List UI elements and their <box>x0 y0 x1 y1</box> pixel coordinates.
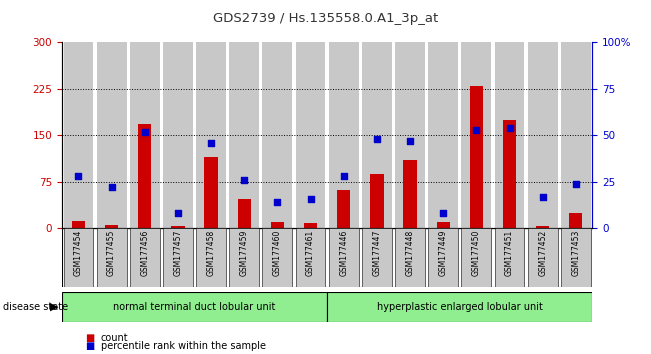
Text: GSM177456: GSM177456 <box>140 230 149 276</box>
Bar <box>105 225 118 228</box>
Point <box>438 211 449 216</box>
FancyBboxPatch shape <box>428 228 458 287</box>
FancyBboxPatch shape <box>163 228 193 287</box>
Bar <box>528 42 558 228</box>
Point <box>272 200 283 205</box>
Text: GSM177447: GSM177447 <box>372 230 381 276</box>
Text: GSM177460: GSM177460 <box>273 230 282 276</box>
Bar <box>495 42 525 228</box>
Text: ■: ■ <box>85 333 94 343</box>
Text: GSM177454: GSM177454 <box>74 230 83 276</box>
FancyBboxPatch shape <box>327 292 592 322</box>
Text: GSM177452: GSM177452 <box>538 230 547 276</box>
Bar <box>72 221 85 228</box>
FancyBboxPatch shape <box>561 228 590 287</box>
Bar <box>229 42 259 228</box>
Bar <box>462 42 492 228</box>
Text: GSM177448: GSM177448 <box>406 230 415 276</box>
Bar <box>171 226 184 228</box>
Text: ▶: ▶ <box>50 302 59 312</box>
Bar <box>329 42 359 228</box>
FancyBboxPatch shape <box>296 228 326 287</box>
Bar <box>271 222 284 228</box>
Bar <box>395 42 425 228</box>
Bar <box>296 42 326 228</box>
FancyBboxPatch shape <box>62 292 327 322</box>
FancyBboxPatch shape <box>329 228 359 287</box>
Point <box>505 125 515 131</box>
FancyBboxPatch shape <box>262 228 292 287</box>
Bar <box>96 42 126 228</box>
FancyBboxPatch shape <box>96 228 126 287</box>
Bar <box>262 42 292 228</box>
Text: GSM177449: GSM177449 <box>439 230 448 276</box>
Text: GSM177458: GSM177458 <box>206 230 215 276</box>
Text: GSM177459: GSM177459 <box>240 230 249 276</box>
Bar <box>362 42 392 228</box>
Point <box>73 173 83 179</box>
Bar <box>428 42 458 228</box>
Text: GSM177457: GSM177457 <box>173 230 182 276</box>
Bar <box>561 42 590 228</box>
Bar <box>337 190 350 228</box>
Bar <box>64 42 93 228</box>
Text: ■: ■ <box>85 341 94 351</box>
Bar <box>470 86 483 228</box>
Bar <box>304 223 317 228</box>
Point <box>471 127 482 133</box>
FancyBboxPatch shape <box>395 228 425 287</box>
FancyBboxPatch shape <box>130 228 159 287</box>
Text: GSM177446: GSM177446 <box>339 230 348 276</box>
Point <box>571 181 581 187</box>
Text: percentile rank within the sample: percentile rank within the sample <box>101 341 266 351</box>
Point <box>405 138 415 144</box>
Bar <box>204 157 217 228</box>
FancyBboxPatch shape <box>229 228 259 287</box>
Text: count: count <box>101 333 128 343</box>
Bar <box>503 120 516 228</box>
FancyBboxPatch shape <box>196 228 226 287</box>
Point <box>305 196 316 201</box>
FancyBboxPatch shape <box>362 228 392 287</box>
Bar <box>370 175 383 228</box>
Bar <box>130 42 159 228</box>
Bar <box>404 160 417 228</box>
Text: GSM177461: GSM177461 <box>306 230 315 276</box>
Text: normal terminal duct lobular unit: normal terminal duct lobular unit <box>113 302 275 312</box>
Bar <box>163 42 193 228</box>
FancyBboxPatch shape <box>528 228 558 287</box>
FancyBboxPatch shape <box>495 228 525 287</box>
Bar <box>238 199 251 228</box>
Text: disease state: disease state <box>3 302 68 312</box>
Text: GSM177450: GSM177450 <box>472 230 481 276</box>
Bar <box>569 213 583 228</box>
Text: GDS2739 / Hs.135558.0.A1_3p_at: GDS2739 / Hs.135558.0.A1_3p_at <box>213 12 438 25</box>
Point <box>206 140 216 146</box>
Point <box>139 129 150 135</box>
Point <box>239 177 249 183</box>
Text: GSM177453: GSM177453 <box>572 230 580 276</box>
Text: hyperplastic enlarged lobular unit: hyperplastic enlarged lobular unit <box>377 302 543 312</box>
Bar <box>536 227 549 228</box>
Point <box>106 185 117 190</box>
Bar <box>437 222 450 228</box>
Point <box>173 211 183 216</box>
FancyBboxPatch shape <box>64 228 93 287</box>
Bar <box>138 124 152 228</box>
Point <box>372 136 382 142</box>
Text: GSM177451: GSM177451 <box>505 230 514 276</box>
Text: GSM177455: GSM177455 <box>107 230 116 276</box>
Bar <box>196 42 226 228</box>
Point <box>339 173 349 179</box>
Point <box>538 194 548 200</box>
FancyBboxPatch shape <box>462 228 492 287</box>
